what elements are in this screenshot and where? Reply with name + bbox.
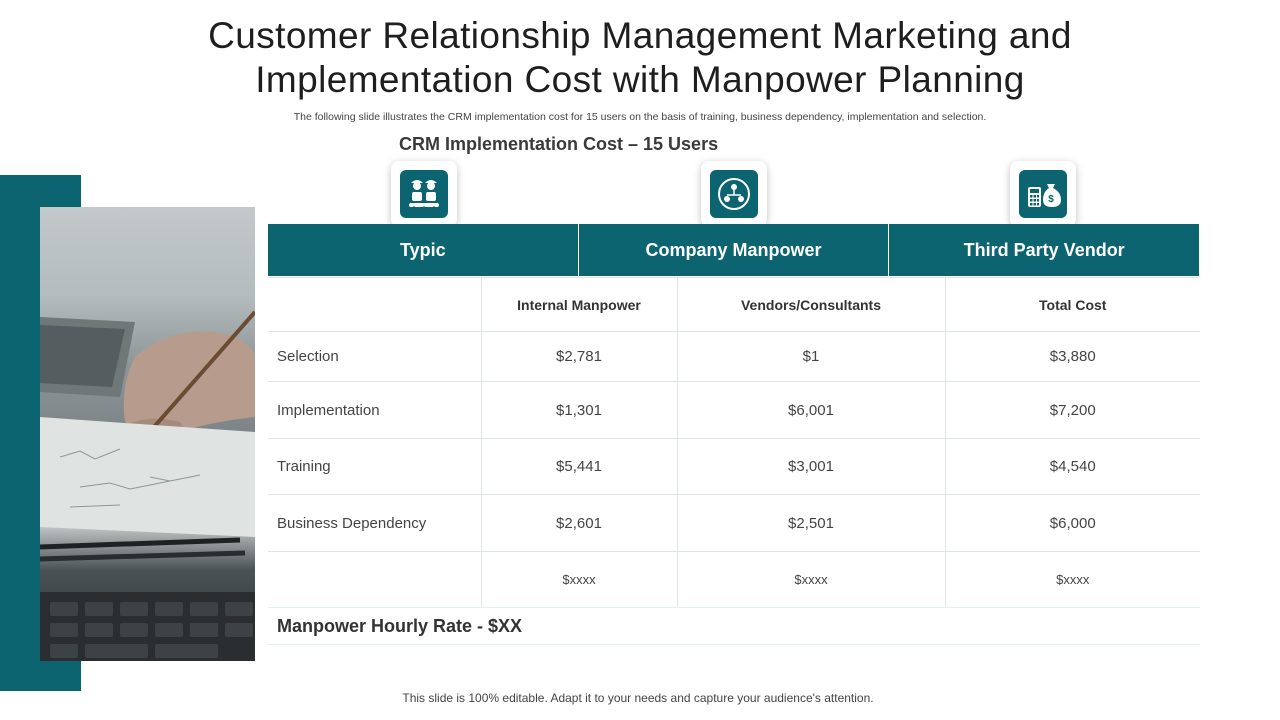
network-icon	[718, 178, 750, 210]
calculator-money-icon: $	[1028, 184, 1061, 207]
table-cell: $4,540	[944, 438, 1200, 495]
table-cell: $xxxx	[480, 551, 678, 608]
table-cell: $1	[676, 331, 946, 382]
row-label: Implementation	[268, 381, 482, 439]
manpower-hourly-rate: Manpower Hourly Rate - $XX	[268, 607, 1200, 645]
row-label: Selection	[268, 331, 482, 382]
table-row: $xxxx $xxxx $xxxx	[268, 551, 1200, 608]
subheader-cell	[268, 277, 482, 332]
table-cell: $2,781	[480, 331, 678, 382]
table-cell: $1,301	[480, 381, 678, 439]
svg-text:$: $	[1048, 194, 1054, 205]
row-label	[268, 551, 482, 608]
slide-title: Customer Relationship Management Marketi…	[0, 14, 1280, 102]
network-icon-card	[701, 161, 767, 227]
table-cell: $7,200	[944, 381, 1200, 439]
title-line-2: Implementation Cost with Manpower Planni…	[255, 59, 1025, 100]
table-row: Selection $2,781 $1 $3,880	[268, 331, 1200, 382]
table-cell: $6,001	[676, 381, 946, 439]
workers-icon	[409, 180, 439, 210]
slide-footer: This slide is 100% editable. Adapt it to…	[402, 691, 874, 705]
header-company-manpower: Company Manpower	[579, 224, 890, 276]
table-row: Implementation $1,301 $6,001 $7,200	[268, 381, 1200, 439]
photo-writing-notes	[40, 207, 255, 661]
table-cell: $2,501	[676, 494, 946, 552]
title-line-1: Customer Relationship Management Marketi…	[208, 15, 1072, 56]
table-cell: $3,880	[944, 331, 1200, 382]
subheader-cell: Internal Manpower	[480, 277, 678, 332]
subheader-row: Internal Manpower Vendors/Consultants To…	[268, 277, 1200, 332]
subheader-cell: Vendors/Consultants	[676, 277, 946, 332]
table-cell: $xxxx	[676, 551, 946, 608]
cost-table: Internal Manpower Vendors/Consultants To…	[268, 277, 1200, 608]
table-cell: $5,441	[480, 438, 678, 495]
table-row: Training $5,441 $3,001 $4,540	[268, 438, 1200, 495]
subheader-cell: Total Cost	[944, 277, 1200, 332]
table-header: Typic Company Manpower Third Party Vendo…	[268, 224, 1199, 276]
row-label: Training	[268, 438, 482, 495]
slide-subtitle: The following slide illustrates the CRM …	[293, 111, 987, 123]
calculator-money-icon-card: $	[1010, 161, 1076, 227]
header-third-party-vendor: Third Party Vendor	[963, 239, 1125, 260]
table-cell: $xxxx	[944, 551, 1200, 608]
table-row: Business Dependency $2,601 $2,501 $6,000	[268, 494, 1200, 552]
workers-icon-card	[391, 161, 457, 227]
table-cell: $6,000	[944, 494, 1200, 552]
table-cell: $3,001	[676, 438, 946, 495]
header-typic: Typic	[268, 224, 579, 276]
table-caption: CRM Implementation Cost – 15 Users	[399, 134, 719, 154]
table-cell: $2,601	[480, 494, 678, 552]
row-label: Business Dependency	[268, 494, 482, 552]
